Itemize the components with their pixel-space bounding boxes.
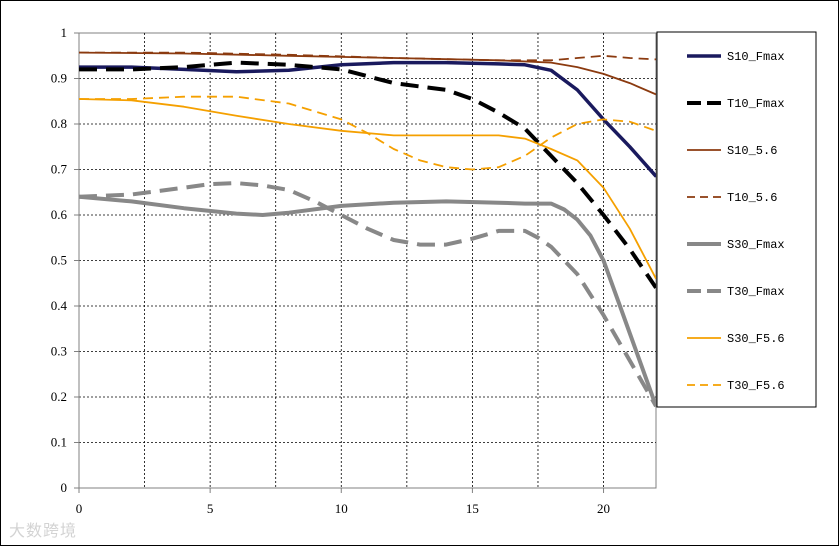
y-tick-label: 0	[61, 480, 68, 495]
watermark: 大数跨境	[9, 521, 78, 540]
x-tick-label: 20	[597, 501, 610, 516]
series-point-s10-fmax	[523, 63, 527, 67]
x-tick-label: 5	[207, 501, 214, 516]
legend-label: S30_F5.6	[727, 332, 785, 346]
series-point-s10-fmax	[392, 61, 395, 64]
series-point-s10-fmax	[444, 61, 448, 64]
series-line-s30-f5-6	[79, 98, 656, 280]
series-line-s30-fmax	[79, 194, 656, 407]
y-tick-label: 1	[61, 25, 68, 40]
legend-label: T30_Fmax	[727, 285, 785, 299]
axes: 00.10.20.30.40.50.60.70.80.910 5 10 15 20	[51, 25, 656, 516]
series-point-s10-fmax	[287, 69, 291, 72]
legend-box	[656, 31, 817, 408]
legend-label: S30_Fmax	[727, 238, 785, 252]
series-point-s10-fmax	[235, 70, 238, 73]
x-tick-label: 10	[335, 501, 348, 516]
x-tick-label: 0	[76, 501, 83, 516]
series-point-s10-fmax	[576, 88, 579, 92]
legend-label: T10_Fmax	[727, 97, 785, 111]
x-tick-label: 15	[466, 501, 479, 516]
series-line-t10-fmax	[79, 60, 656, 289]
y-tick-label: 0.9	[51, 71, 67, 86]
series-line-s10-5-6	[79, 51, 656, 96]
series-point-s10-fmax	[628, 145, 631, 148]
legend-label: T30_F5.6	[727, 379, 785, 393]
grid	[78, 32, 657, 489]
legend: S10_Fmax T10_Fmax S10_5.6 T10_5.6 S30_Fmax T3…	[656, 31, 817, 408]
y-tick-label: 0.1	[51, 435, 67, 450]
y-tick-label: 0.2	[51, 389, 67, 404]
y-tick-label: 0.4	[51, 298, 68, 313]
series-line-t10-5-6	[79, 51, 656, 62]
y-tick-label: 0.6	[51, 207, 68, 222]
y-tick-label: 0.5	[51, 253, 67, 268]
series-point-s10-fmax	[549, 69, 553, 72]
series-point-s10-fmax	[654, 175, 656, 178]
series-point-s10-fmax	[182, 68, 186, 71]
series-line-t30-f5-6	[79, 95, 656, 171]
y-tick-label: 0.8	[51, 116, 67, 131]
series-point-s10-fmax	[130, 65, 133, 69]
legend-label: T10_5.6	[727, 191, 777, 205]
series-lines	[79, 51, 656, 408]
y-tick-label: 0.3	[51, 344, 67, 359]
y-tick-label: 0.7	[51, 162, 68, 177]
series-point-s10-fmax	[497, 62, 500, 66]
legend-label: S10_Fmax	[727, 50, 785, 64]
legend-label: S10_5.6	[727, 144, 777, 158]
series-line-t30-fmax	[79, 181, 656, 408]
series-point-s10-fmax	[340, 63, 343, 67]
